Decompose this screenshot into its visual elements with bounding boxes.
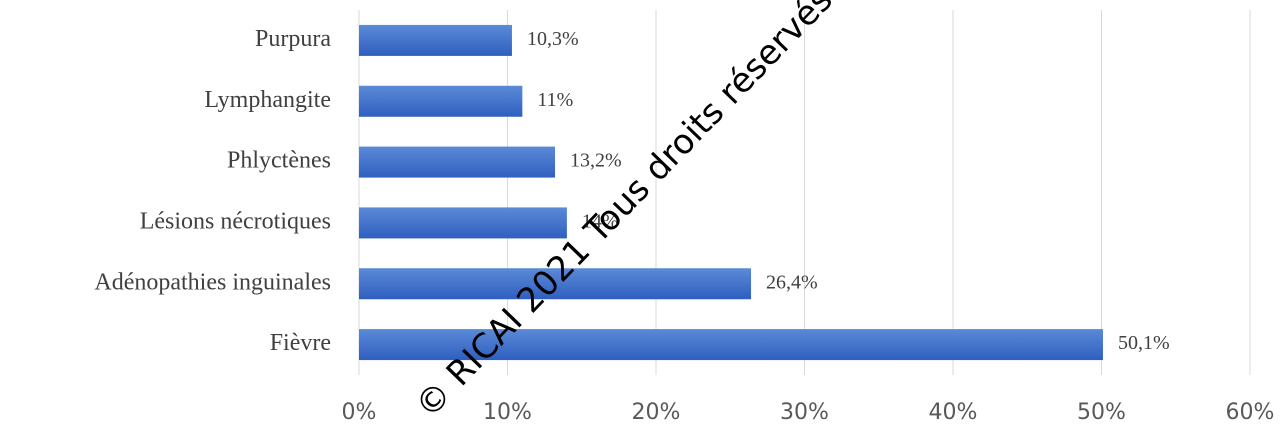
- value-label: 14%: [582, 211, 619, 233]
- bar: [359, 207, 567, 239]
- y-tick-label: Lymphangite: [204, 87, 331, 113]
- value-label: 50,1%: [1118, 332, 1170, 354]
- bar: [359, 24, 512, 56]
- x-tick-label: 40%: [929, 400, 978, 425]
- bar: [359, 268, 752, 300]
- bar: [359, 85, 523, 117]
- y-tick-label: Purpura: [255, 26, 331, 52]
- x-tick-label: 50%: [1077, 400, 1126, 425]
- x-tick-label: 30%: [780, 400, 829, 425]
- y-tick-label: Adénopathies inguinales: [94, 269, 331, 295]
- bar: [359, 146, 556, 178]
- value-label: 26,4%: [766, 271, 818, 293]
- x-tick-label: 20%: [632, 400, 681, 425]
- value-label: 11%: [537, 89, 573, 111]
- x-tick-label: 0%: [342, 400, 377, 425]
- bar: [359, 329, 1103, 361]
- x-tick-label: 60%: [1226, 400, 1275, 425]
- y-tick-label: Fièvre: [270, 330, 331, 356]
- value-label: 13,2%: [570, 150, 622, 172]
- x-tick-label: 10%: [483, 400, 532, 425]
- grid: 0% 10% 20% 30% 40% 50% 60%: [342, 10, 1275, 425]
- value-label: 10,3%: [527, 28, 579, 50]
- bars: Purpura 10,3% Lymphangite 11% Phlyctènes 13,2…: [94, 24, 1170, 361]
- y-tick-label: Lésions nécrotiques: [140, 208, 331, 234]
- y-tick-label: Phlyctènes: [227, 148, 331, 174]
